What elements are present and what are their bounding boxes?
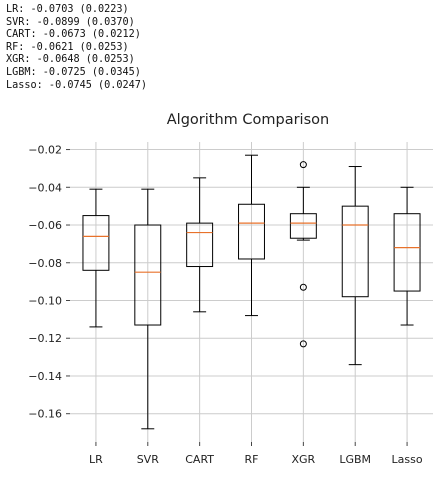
box-plot-cart [186,177,214,313]
interquartile-box [238,203,265,260]
y-tick-label: −0.04 [28,181,62,194]
y-tick-label: −0.10 [28,294,62,307]
interquartile-box [186,222,214,268]
outlier-point [299,283,307,291]
console-line: LR: -0.0703 (0.0223) [6,4,129,15]
console-line: SVR: -0.0899 (0.0370) [6,16,135,28]
outlier-point [299,340,307,348]
y-tick-label: −0.12 [28,332,62,345]
box-plots [82,154,421,430]
box-plot-lasso [393,186,421,326]
interquartile-box [341,205,369,298]
outlier-point [299,161,307,169]
x-tick-label: LR [89,453,103,466]
console-line: XGR: -0.0648 (0.0253) [6,54,135,66]
x-tick-label: RF [245,453,259,466]
x-tick-label: SVR [137,453,160,466]
interquartile-box [134,224,162,326]
y-tick-label: −0.16 [28,408,62,421]
x-tick-label: Lasso [392,453,423,466]
console-line: CART: -0.0673 (0.0212) [6,29,141,41]
y-tick-label: −0.14 [28,370,62,383]
x-tick-label: CART [185,453,214,466]
chart-title: Algorithm Comparison [167,112,329,128]
y-tick-label: −0.06 [28,219,62,232]
console-line: LGBM: -0.0725 (0.0345) [6,66,141,78]
console-line: RF: -0.0621 (0.0253) [6,41,129,53]
box-plot-xgr [289,161,317,348]
box-plot-lgbm [341,166,369,366]
console-output: LR: -0.0703 (0.0223) SVR: -0.0899 (0.0370… [6,4,147,92]
interquartile-box [393,213,421,292]
box-plot-lr [82,188,110,328]
box-plot-svr [134,188,162,430]
box-plot-rf [238,154,265,317]
y-axis-ticks: −0.02 −0.04 −0.06 −0.08 −0.10 −0.12 −0.14 −0.16 [28,144,70,421]
y-tick-label: −0.08 [28,257,62,270]
x-tick-label: LGBM [339,453,371,466]
y-tick-label: −0.02 [28,144,62,157]
interquartile-box [289,213,317,239]
interquartile-box [82,215,110,271]
x-axis-ticks: LR SVR CART RF XGR LGBM Lasso [89,442,423,466]
x-tick-label: XGR [292,453,316,466]
console-line: Lasso: -0.0745 (0.0247) [6,79,148,91]
